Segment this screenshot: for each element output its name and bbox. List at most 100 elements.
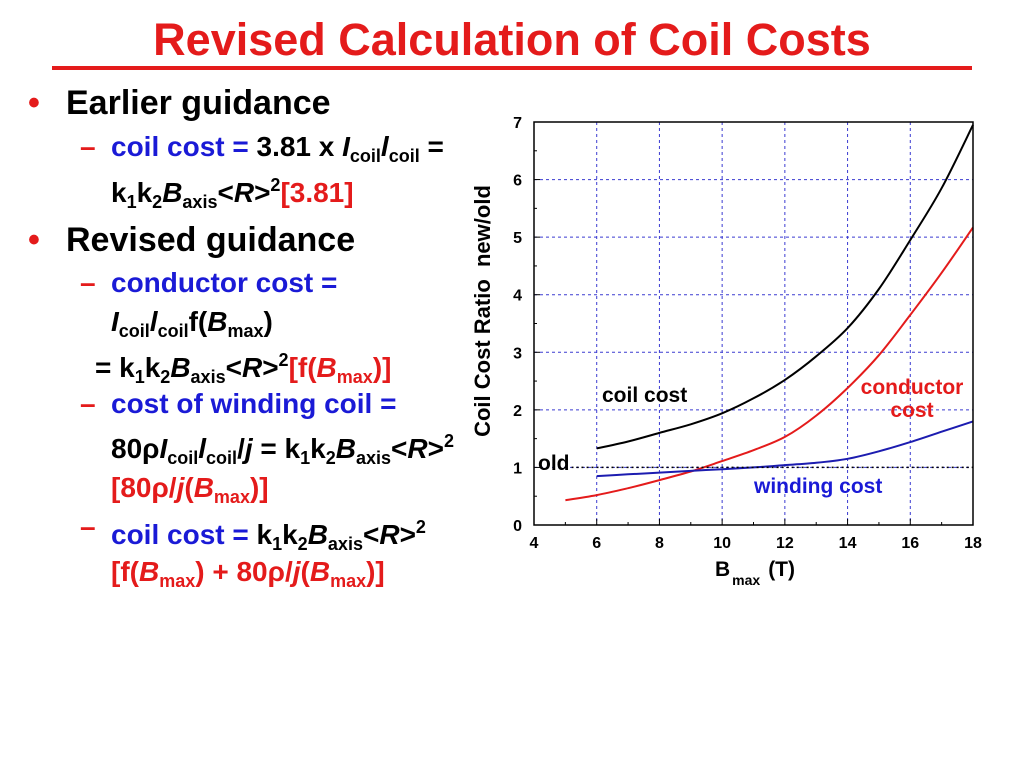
italic-symbol: j — [244, 433, 253, 464]
formula-text: k — [256, 519, 273, 550]
formula-text: k — [111, 177, 127, 208]
y-tick-label: 4 — [513, 288, 522, 305]
series-line-conductor-cost — [565, 226, 974, 502]
formula-bracket-term: )] — [372, 352, 392, 383]
series-line-winding-cost — [596, 420, 974, 478]
superscript: 2 — [278, 350, 289, 370]
y-tick-label: 2 — [513, 403, 522, 420]
subscript: 1 — [134, 367, 145, 387]
formula-text: = k — [252, 433, 301, 464]
revised-coil-cost-bracket: [f(Bmax) + 80ρ/j(Bmax)] — [111, 555, 385, 598]
subscript: 2 — [152, 192, 163, 212]
x-tick-label: 6 — [592, 535, 601, 552]
superscript: 2 — [270, 175, 281, 195]
x-tick-label: 18 — [964, 535, 982, 552]
italic-symbol: R — [407, 433, 428, 464]
subscript: 2 — [325, 448, 336, 468]
x-tick-label: 16 — [901, 535, 919, 552]
italic-symbol: B — [162, 177, 183, 208]
y-tick-label: 5 — [513, 230, 522, 247]
subscript: 1 — [272, 534, 283, 554]
subscript: coil — [167, 448, 199, 468]
subscript: 2 — [160, 367, 171, 387]
subscript: coil — [157, 321, 189, 341]
y-tick-label: 1 — [513, 460, 522, 477]
formula-text: < — [391, 433, 408, 464]
subscript: 2 — [297, 534, 308, 554]
formula-text: = — [419, 131, 444, 162]
bullet-revised-guidance: Revised guidance — [66, 221, 356, 259]
formula-label: coil cost = — [111, 519, 257, 550]
y-tick-label: 0 — [513, 518, 522, 535]
earlier-coil-cost-expansion: k1k2Baxis<R>2[3.81] — [111, 168, 354, 219]
x-tick-label: 8 — [655, 535, 664, 552]
subscript: max — [213, 487, 250, 507]
subscript: coil — [118, 321, 150, 341]
y-axis-label: Coil Cost Ratio new/old — [470, 185, 495, 437]
italic-symbol: R — [233, 177, 255, 208]
italic-symbol: I — [159, 433, 168, 464]
italic-symbol: I — [342, 131, 350, 162]
subscript: coil — [349, 146, 381, 166]
italic-symbol: B — [335, 433, 356, 464]
subscript: coil — [206, 448, 238, 468]
formula-text: < — [225, 352, 242, 383]
formula-label: coil cost = — [111, 131, 249, 162]
formula-text: k — [144, 352, 161, 383]
italic-symbol: B — [316, 352, 337, 383]
italic-symbol: R — [241, 352, 263, 383]
formula-text: 3.81 x — [248, 131, 343, 162]
bullet-marker: • — [28, 221, 40, 259]
superscript: 2 — [415, 517, 426, 537]
sub-bullet-marker: – — [80, 131, 96, 162]
x-axis-symbol: B — [714, 558, 731, 581]
formula-bracket-term: [f( — [288, 352, 317, 383]
formula-text: > — [427, 433, 444, 464]
superscript: 2 — [443, 431, 454, 451]
italic-symbol: j — [292, 556, 301, 587]
title-divider — [52, 66, 972, 70]
subscript: max — [227, 321, 264, 341]
subscript: max — [330, 571, 367, 591]
formula-bracket-term: )] — [249, 472, 269, 503]
x-tick-label: 14 — [839, 535, 857, 552]
italic-symbol: B — [207, 306, 228, 337]
subscript: max — [336, 367, 373, 387]
formula-text: > — [262, 352, 279, 383]
formula-bracket-term: [3.81] — [280, 177, 354, 208]
subscript: axis — [327, 534, 363, 554]
formula-text: k — [282, 519, 298, 550]
formula-text: ) — [263, 306, 273, 337]
series-label-conductor-cost: conductor cost — [860, 376, 964, 422]
conductor-cost-formula: Icoillcoilf(Bmax) — [111, 305, 273, 348]
series-label-old: old — [538, 452, 570, 475]
conductor-cost-expansion: = k1k2Baxis<R>2[f(Bmax)] — [95, 343, 391, 394]
formula-text: k — [136, 177, 153, 208]
y-tick-label: 3 — [513, 345, 522, 362]
subscript: axis — [182, 192, 218, 212]
formula-text: < — [217, 177, 234, 208]
subscript: 1 — [300, 448, 311, 468]
italic-symbol: l — [198, 433, 207, 464]
formula-bracket-term: ( — [300, 556, 310, 587]
conductor-cost-label: conductor cost = — [111, 267, 338, 298]
formula-text: < — [362, 519, 380, 550]
revised-coil-cost-formula: coil cost = k1k2Baxis<R>2 — [111, 510, 426, 561]
italic-symbol: B — [307, 519, 328, 550]
x-axis-subscript: max — [732, 572, 761, 588]
italic-symbol: B — [193, 472, 214, 503]
sub-bullet-marker: – — [80, 388, 96, 419]
x-tick-label: 12 — [776, 535, 794, 552]
formula-bracket-term: [f( — [111, 556, 139, 587]
y-tick-label: 6 — [513, 173, 522, 190]
italic-symbol: I — [111, 306, 119, 337]
subscript: max — [159, 571, 196, 591]
formula-bracket-term: ( — [184, 472, 194, 503]
formula-bracket-term: [80ρ/ — [111, 472, 177, 503]
subscript: coil — [388, 146, 420, 166]
coil-cost-ratio-chart: 4 6 8 10 12 14 16 18 0 1 2 3 4 5 6 7 Coil Cost Ratio ne… — [460, 100, 1000, 600]
winding-cost-label: cost of winding coil = — [111, 388, 397, 419]
formula-text: > — [254, 177, 271, 208]
